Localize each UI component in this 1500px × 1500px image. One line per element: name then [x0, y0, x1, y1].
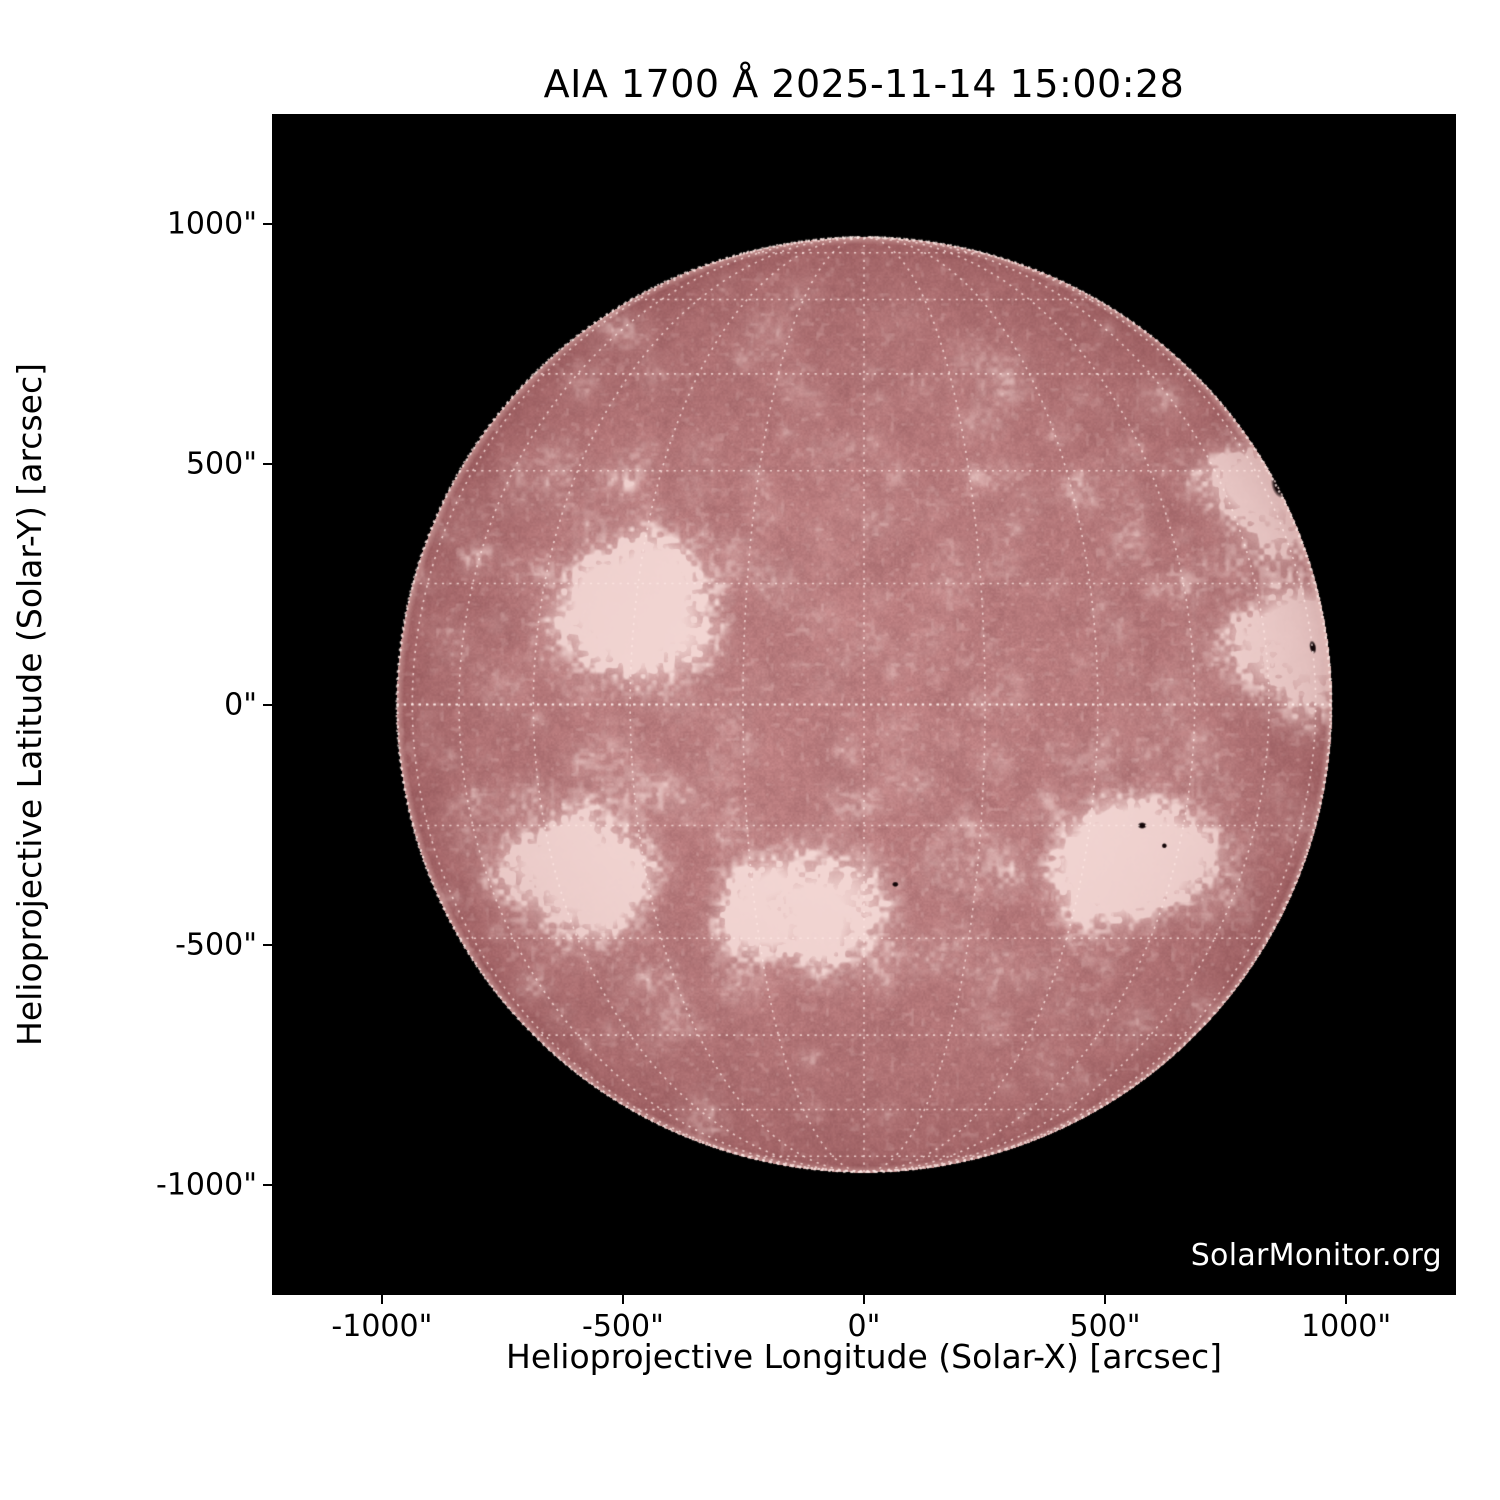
x-tick-label: 500" [1069, 1309, 1141, 1344]
solar-disk-plot-area[interactable]: SolarMonitor.org [272, 114, 1456, 1295]
y-tick-mark [263, 703, 272, 706]
x-tick-mark [863, 1295, 865, 1304]
y-tick-mark [263, 943, 272, 946]
y-tick-mark [263, 463, 272, 466]
y-tick-mark [263, 1184, 272, 1187]
x-axis-ticks: -1000" -500" 0" 500" 1000" [272, 1295, 1456, 1355]
x-tick-label: -500" [582, 1309, 664, 1344]
solar-disk-image[interactable] [272, 114, 1456, 1295]
y-tick-label: -1000" [156, 1167, 257, 1203]
y-tick-label: 1000" [166, 206, 257, 242]
y-tick-label: 0" [224, 687, 257, 722]
x-tick-mark [1104, 1295, 1107, 1304]
x-tick-mark [621, 1295, 624, 1304]
solarmonitor-watermark: SolarMonitor.org [1190, 1238, 1442, 1273]
y-tick-label: -500" [175, 927, 257, 963]
x-tick-label: 1000" [1301, 1309, 1392, 1344]
page-title: AIA 1700 Å 2025-11-14 15:00:28 [543, 62, 1185, 106]
x-tick-mark [380, 1295, 383, 1304]
y-axis-label: Helioprojective Latitude (Solar-Y) [arcs… [10, 363, 49, 1046]
x-tick-mark [1345, 1295, 1348, 1304]
y-tick-label: 500" [185, 446, 257, 482]
x-tick-label: -1000" [331, 1309, 433, 1344]
y-tick-mark [263, 222, 272, 225]
x-axis-label: Helioprojective Longitude (Solar-X) [arc… [506, 1337, 1222, 1376]
x-tick-label: 0" [847, 1309, 881, 1344]
